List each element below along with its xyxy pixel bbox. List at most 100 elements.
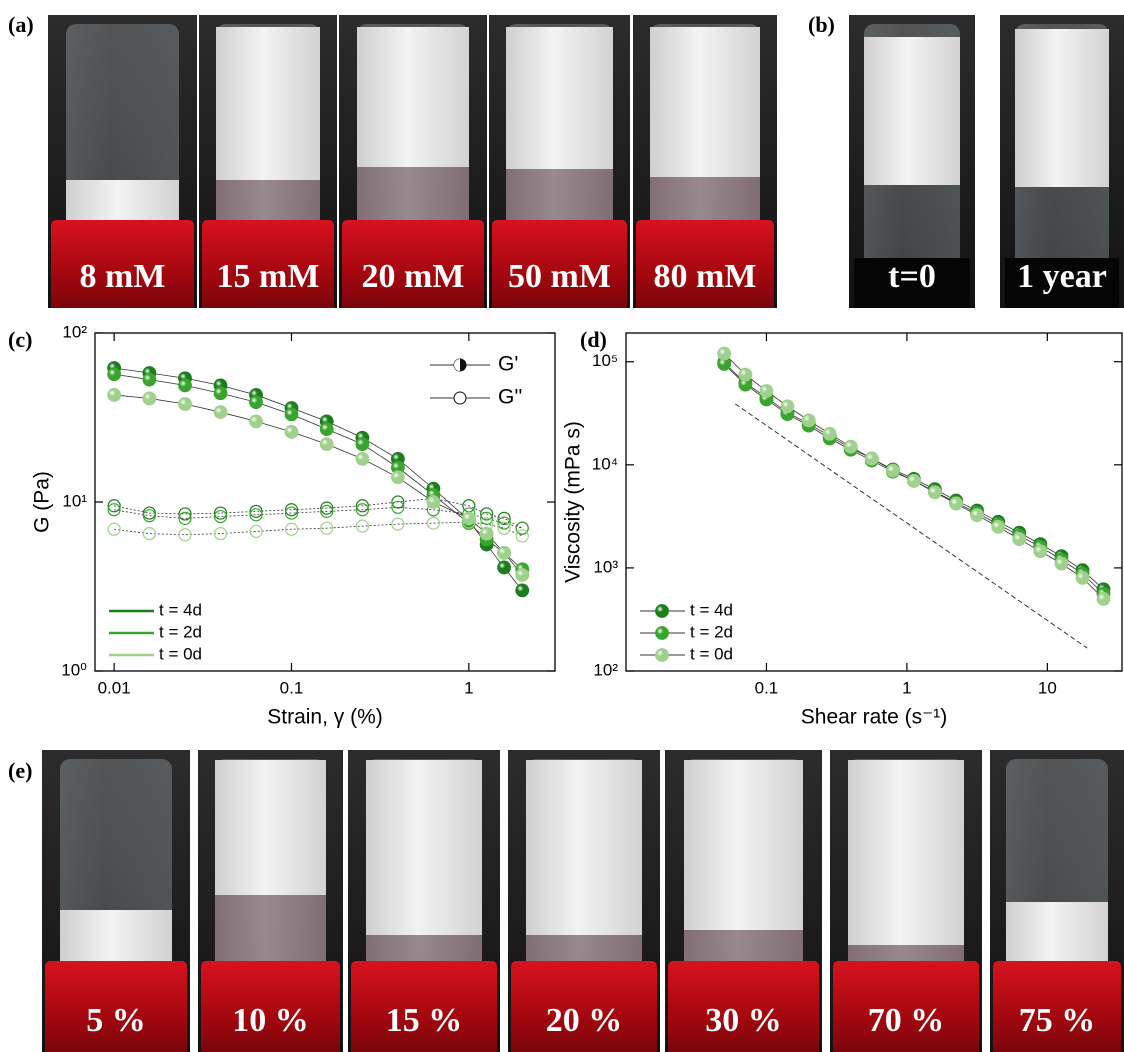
loss-marker	[178, 528, 192, 542]
series-line	[114, 521, 523, 537]
data-point	[991, 519, 1006, 534]
data-point	[864, 451, 879, 466]
data-point	[213, 405, 228, 420]
x-tick-label: 10	[1038, 678, 1057, 697]
loss-marker	[249, 508, 263, 522]
data-point	[970, 508, 984, 523]
photo-label: t=0	[888, 258, 936, 295]
panel-label: (d)	[580, 327, 607, 352]
y-tick-label: 10⁵	[592, 351, 618, 370]
data-point	[284, 424, 299, 439]
photo-label: 10 %	[232, 1002, 309, 1039]
loss-marker	[515, 529, 529, 543]
loss-marker	[284, 503, 299, 517]
data-point	[142, 372, 157, 387]
photo-label: 15 %	[385, 1002, 463, 1039]
data-point	[780, 399, 795, 414]
series-line	[114, 394, 523, 576]
photo-label: 70 %	[867, 1002, 945, 1039]
data-point	[107, 388, 122, 402]
loss-marker	[249, 524, 263, 538]
data-point	[390, 470, 405, 485]
loss-marker	[284, 522, 299, 536]
photo-label: 75 %	[1018, 1002, 1096, 1039]
loss-marker	[355, 503, 369, 517]
loss-marker	[178, 507, 192, 521]
loss-marker	[426, 516, 440, 530]
data-point	[497, 545, 511, 560]
data-point	[949, 496, 963, 511]
photo-label: 20 mM	[361, 258, 465, 295]
data-point	[497, 560, 511, 575]
legend-label: t = 2d	[690, 622, 733, 641]
data-point	[822, 426, 837, 441]
data-point	[717, 346, 732, 361]
plot-frame	[625, 332, 1123, 672]
data-point	[927, 485, 942, 500]
data-point	[1096, 592, 1111, 606]
data-point	[479, 526, 494, 541]
data-point	[759, 384, 774, 398]
data-point	[801, 413, 816, 428]
panel-label: (c)	[8, 327, 32, 352]
y-tick-label: 10²	[593, 660, 618, 679]
loss-marker	[142, 509, 156, 523]
loss-marker	[480, 507, 494, 521]
loss-marker	[391, 495, 405, 509]
data-point	[738, 367, 753, 382]
x-tick-label: 1	[902, 678, 911, 697]
legend-label: t = 0d	[159, 644, 202, 663]
photo: 8 mM	[48, 15, 197, 308]
photo: 70 %	[830, 750, 982, 1052]
y-tick-label: 10⁰	[61, 660, 87, 679]
legend-label: t = 0d	[690, 644, 733, 663]
data-point	[426, 495, 441, 509]
y-tick-label: 10¹	[62, 491, 87, 510]
photo: 50 mM	[489, 15, 630, 308]
legend-label: G''	[498, 386, 522, 409]
data-point	[906, 473, 921, 488]
loss-marker	[320, 501, 334, 515]
loss-marker	[515, 521, 529, 535]
data-point	[515, 583, 530, 598]
photo-label: 8 mM	[79, 258, 166, 295]
panel-label: (a)	[8, 12, 34, 37]
x-tick-label: 0.1	[280, 678, 304, 697]
loss-marker	[107, 503, 121, 517]
loss-marker	[320, 504, 334, 518]
photo: 10 %	[198, 750, 343, 1052]
photo: t=0	[849, 15, 975, 308]
legend-label: t = 2d	[159, 622, 202, 641]
data-point	[355, 451, 370, 466]
photo: 5 %	[42, 750, 190, 1052]
photo: 1 year	[1000, 15, 1124, 308]
data-point	[461, 511, 476, 526]
loss-marker	[213, 506, 228, 520]
x-axis-title: Shear rate (s⁻¹)	[801, 706, 947, 729]
loss-marker	[320, 521, 334, 535]
legend-marker	[655, 626, 669, 640]
legend-label: t = 4d	[159, 600, 202, 619]
photo-label: 50 mM	[508, 258, 611, 295]
loss-marker	[497, 521, 511, 535]
guide-line	[735, 403, 1088, 649]
photo: 80 mM	[633, 15, 777, 308]
loss-marker	[480, 511, 494, 525]
loss-marker	[391, 500, 405, 514]
loss-marker	[497, 516, 511, 530]
data-point	[249, 414, 263, 429]
photo: 15 %	[348, 750, 500, 1052]
data-point	[107, 367, 122, 382]
loss-marker	[497, 511, 511, 525]
x-tick-label: 0.01	[98, 678, 131, 697]
legend-label: G'	[498, 353, 518, 376]
data-point	[178, 397, 192, 411]
loss-marker	[142, 527, 156, 541]
y-axis-title: G (Pa)	[31, 471, 54, 533]
photo: 20 mM	[339, 15, 487, 308]
legend-marker	[453, 391, 467, 405]
data-point	[319, 422, 334, 436]
legend-marker	[655, 604, 669, 618]
data-point	[249, 395, 263, 410]
